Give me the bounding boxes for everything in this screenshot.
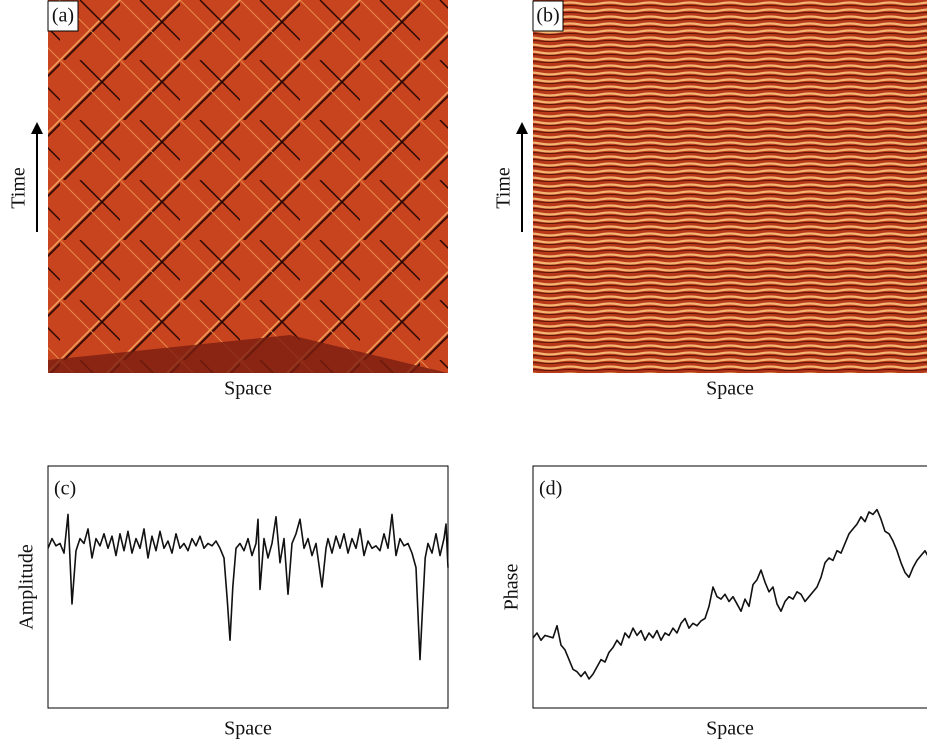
x-axis-label: Space	[706, 378, 754, 400]
y-axis-label: Phase	[501, 564, 523, 611]
panel-label: (a)	[52, 5, 74, 27]
label-box	[47, 0, 79, 32]
x-axis-label: Space	[706, 718, 754, 740]
plot-frame	[532, 465, 927, 709]
spacetime-image-b	[533, 0, 927, 373]
x-axis-label: Space	[224, 378, 272, 400]
spacetime-image-a	[48, 0, 448, 373]
y-axis-label: Time	[8, 167, 30, 209]
time-arrow	[31, 122, 528, 232]
data-line	[47, 513, 449, 661]
x-axis-label: Space	[224, 718, 272, 740]
panel-label: (b)	[536, 5, 559, 27]
y-axis-label: Amplitude	[16, 544, 38, 630]
label-box	[532, 0, 564, 32]
panel-label: (c)	[54, 478, 76, 500]
data-line	[532, 508, 927, 680]
panel-label: (d)	[539, 478, 562, 500]
y-axis-label: Time	[493, 167, 515, 209]
plot-frame	[47, 465, 449, 709]
